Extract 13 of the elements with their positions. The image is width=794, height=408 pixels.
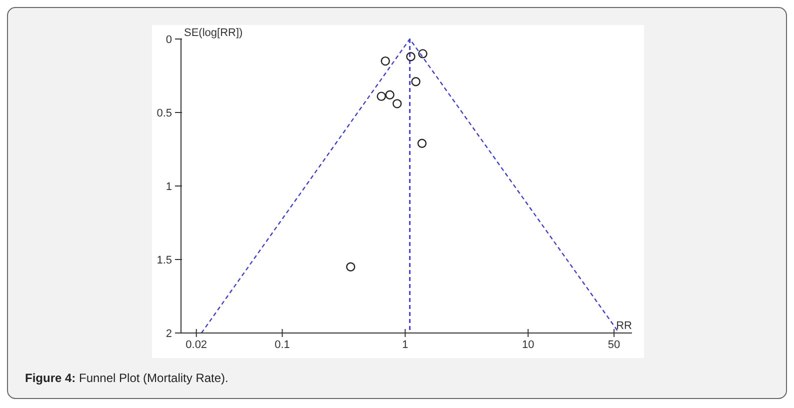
y-axis-title: SE(log[RR]): [184, 27, 243, 39]
x-tick-label: 0.02: [186, 339, 208, 351]
x-tick-label: 0.1: [274, 339, 290, 351]
y-tick-label: 0.5: [156, 107, 172, 120]
x-axis-title: RR: [616, 320, 632, 332]
y-tick-label: 1: [166, 180, 172, 193]
y-tick-label: 1.5: [156, 254, 172, 266]
x-tick-label: 50: [608, 339, 620, 351]
y-tick-label: 0: [166, 34, 172, 46]
x-tick-label: 1: [402, 339, 408, 351]
y-tick-label: 2: [166, 328, 172, 340]
x-tick-label: 10: [522, 339, 534, 351]
caption: Figure 4: Funnel Plot (Mortality Rate).: [25, 371, 228, 385]
